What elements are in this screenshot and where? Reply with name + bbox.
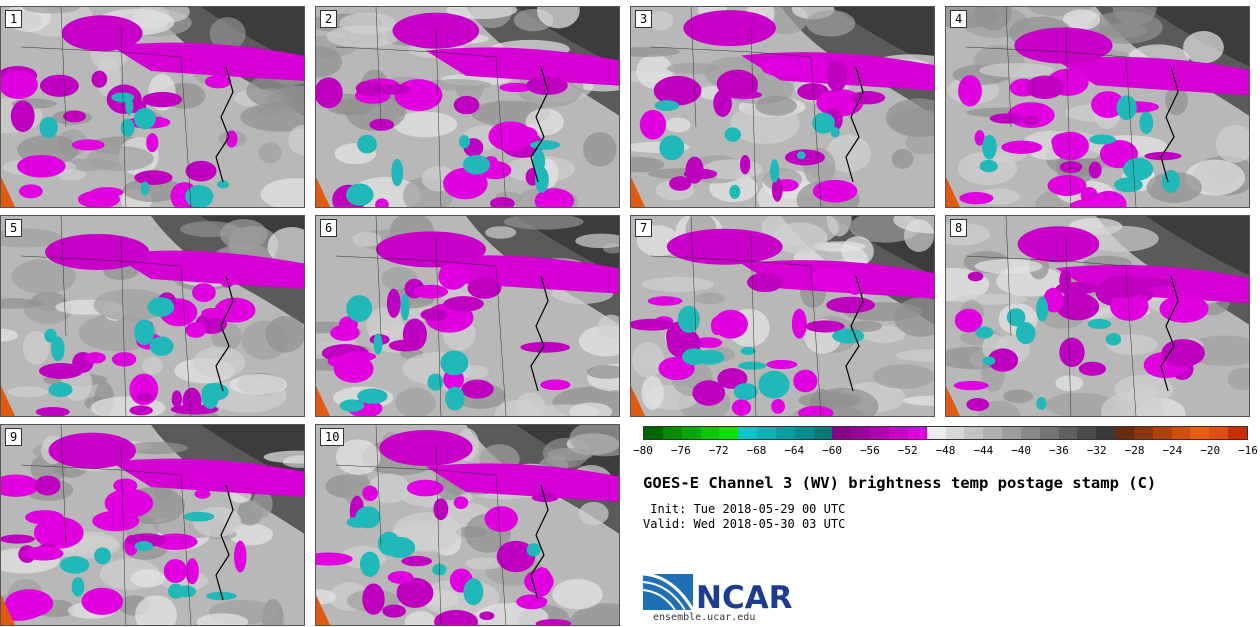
panel-number: 1 bbox=[5, 10, 23, 28]
colorbar-swatch bbox=[945, 427, 965, 439]
postage-stamp-panel-2: 2 bbox=[315, 6, 620, 208]
colorbar-swatch bbox=[926, 427, 946, 439]
site-url: ensemble.ucar.edu bbox=[653, 612, 756, 623]
wv-map bbox=[946, 7, 1249, 207]
colorbar-swatch bbox=[1077, 427, 1097, 439]
panel-number: 9 bbox=[5, 428, 23, 446]
colorbar-swatch bbox=[1228, 427, 1247, 439]
panel-number: 6 bbox=[320, 219, 338, 237]
colorbar-tick-label: −16 bbox=[1238, 444, 1258, 457]
postage-stamp-panel-8: 8 bbox=[945, 215, 1250, 417]
chart-title: GOES-E Channel 3 (WV) brightness temp po… bbox=[643, 474, 1157, 492]
colorbar-swatch bbox=[794, 427, 814, 439]
colorbar-swatch bbox=[983, 427, 1003, 439]
ncar-logo-icon bbox=[643, 572, 695, 611]
wv-map bbox=[316, 216, 619, 416]
panel-number: 3 bbox=[635, 10, 653, 28]
colorbar-swatch bbox=[1115, 427, 1134, 439]
colorbar-swatch bbox=[832, 427, 852, 439]
colorbar-swatch bbox=[1152, 427, 1172, 439]
colorbar-tick-label: −24 bbox=[1162, 444, 1183, 457]
wv-map bbox=[1, 216, 304, 416]
colorbar-swatch bbox=[738, 427, 758, 439]
colorbar-swatch bbox=[1133, 427, 1153, 439]
postage-stamp-panel-9: 9 bbox=[0, 424, 305, 626]
colorbar-tick-label: −60 bbox=[822, 444, 842, 457]
colorbar-tick-label: −80 bbox=[633, 444, 653, 457]
postage-stamp-panel-6: 6 bbox=[315, 215, 620, 417]
colorbar-tick-label: −36 bbox=[1049, 444, 1069, 457]
colorbar-tick-label: −48 bbox=[935, 444, 956, 457]
postage-stamp-panel-3: 3 bbox=[630, 6, 935, 208]
colorbar-tick-label: −64 bbox=[784, 444, 805, 457]
colorbar-swatch bbox=[1058, 427, 1078, 439]
panel-number: 10 bbox=[320, 428, 345, 446]
colorbar-tick-label: −52 bbox=[897, 444, 918, 457]
panel-number: 5 bbox=[5, 219, 23, 237]
ncar-wordmark: NCAR bbox=[696, 580, 793, 616]
postage-stamp-panel-10: 10 bbox=[315, 424, 620, 626]
panel-number: 2 bbox=[320, 10, 338, 28]
wv-map bbox=[316, 7, 619, 207]
colorbar-tick-label: −40 bbox=[1011, 444, 1032, 457]
panel-number: 7 bbox=[635, 219, 653, 237]
colorbar-swatch bbox=[1096, 427, 1116, 439]
colorbar-ticks: −80 −76 −72 −68 −64 −60 −56 −52 −48 −44 −40 −36 −32 −… bbox=[633, 444, 1258, 458]
colorbar-swatch bbox=[1020, 427, 1040, 439]
wv-map bbox=[1, 7, 304, 207]
panel-number: 8 bbox=[950, 219, 968, 237]
colorbar-swatch bbox=[644, 427, 663, 439]
wv-map bbox=[1, 425, 304, 625]
colorbar-swatch bbox=[813, 427, 833, 439]
colorbar-tick-label: −28 bbox=[1124, 444, 1145, 457]
valid-time: Valid: Wed 2018-05-30 03 UTC bbox=[643, 517, 846, 531]
colorbar-swatch bbox=[681, 427, 701, 439]
postage-stamp-panel-5: 5 bbox=[0, 215, 305, 417]
colorbar-swatch bbox=[851, 427, 871, 439]
colorbar-swatch bbox=[719, 427, 739, 439]
colorbar-tick-label: −76 bbox=[670, 444, 691, 457]
init-time: Init: Tue 2018-05-29 00 UTC bbox=[643, 502, 846, 516]
colorbar-swatch bbox=[1209, 427, 1229, 439]
colorbar-swatch bbox=[775, 427, 795, 439]
colorbar-swatch bbox=[1190, 427, 1210, 439]
colorbar-tick-label: −32 bbox=[1086, 444, 1107, 457]
colorbar-swatch bbox=[907, 427, 927, 439]
colorbar-swatch bbox=[1002, 427, 1021, 439]
colorbar-swatch bbox=[870, 427, 889, 439]
colorbar-swatch bbox=[700, 427, 720, 439]
colorbar-tick-label: −68 bbox=[746, 444, 767, 457]
colorbar-swatch bbox=[964, 427, 984, 439]
postage-stamp-panel-7: 7 bbox=[630, 215, 935, 417]
colorbar-swatch bbox=[662, 427, 682, 439]
colorbar-swatch bbox=[757, 427, 776, 439]
wv-map bbox=[631, 7, 934, 207]
postage-stamp-panel-4: 4 bbox=[945, 6, 1250, 208]
colorbar-swatch bbox=[1039, 427, 1059, 439]
panel-number: 4 bbox=[950, 10, 968, 28]
postage-stamp-panel-1: 1 bbox=[0, 6, 305, 208]
colorbar-swatch bbox=[888, 427, 908, 439]
colorbar-tick-label: −20 bbox=[1200, 444, 1221, 457]
colorbar-swatch bbox=[1171, 427, 1191, 439]
colorbar bbox=[643, 426, 1248, 440]
wv-map bbox=[946, 216, 1249, 416]
colorbar-tick-label: −44 bbox=[973, 444, 994, 457]
colorbar-tick-label: −72 bbox=[708, 444, 729, 457]
wv-map bbox=[316, 425, 619, 625]
colorbar-tick-label: −56 bbox=[859, 444, 880, 457]
wv-map bbox=[631, 216, 934, 416]
